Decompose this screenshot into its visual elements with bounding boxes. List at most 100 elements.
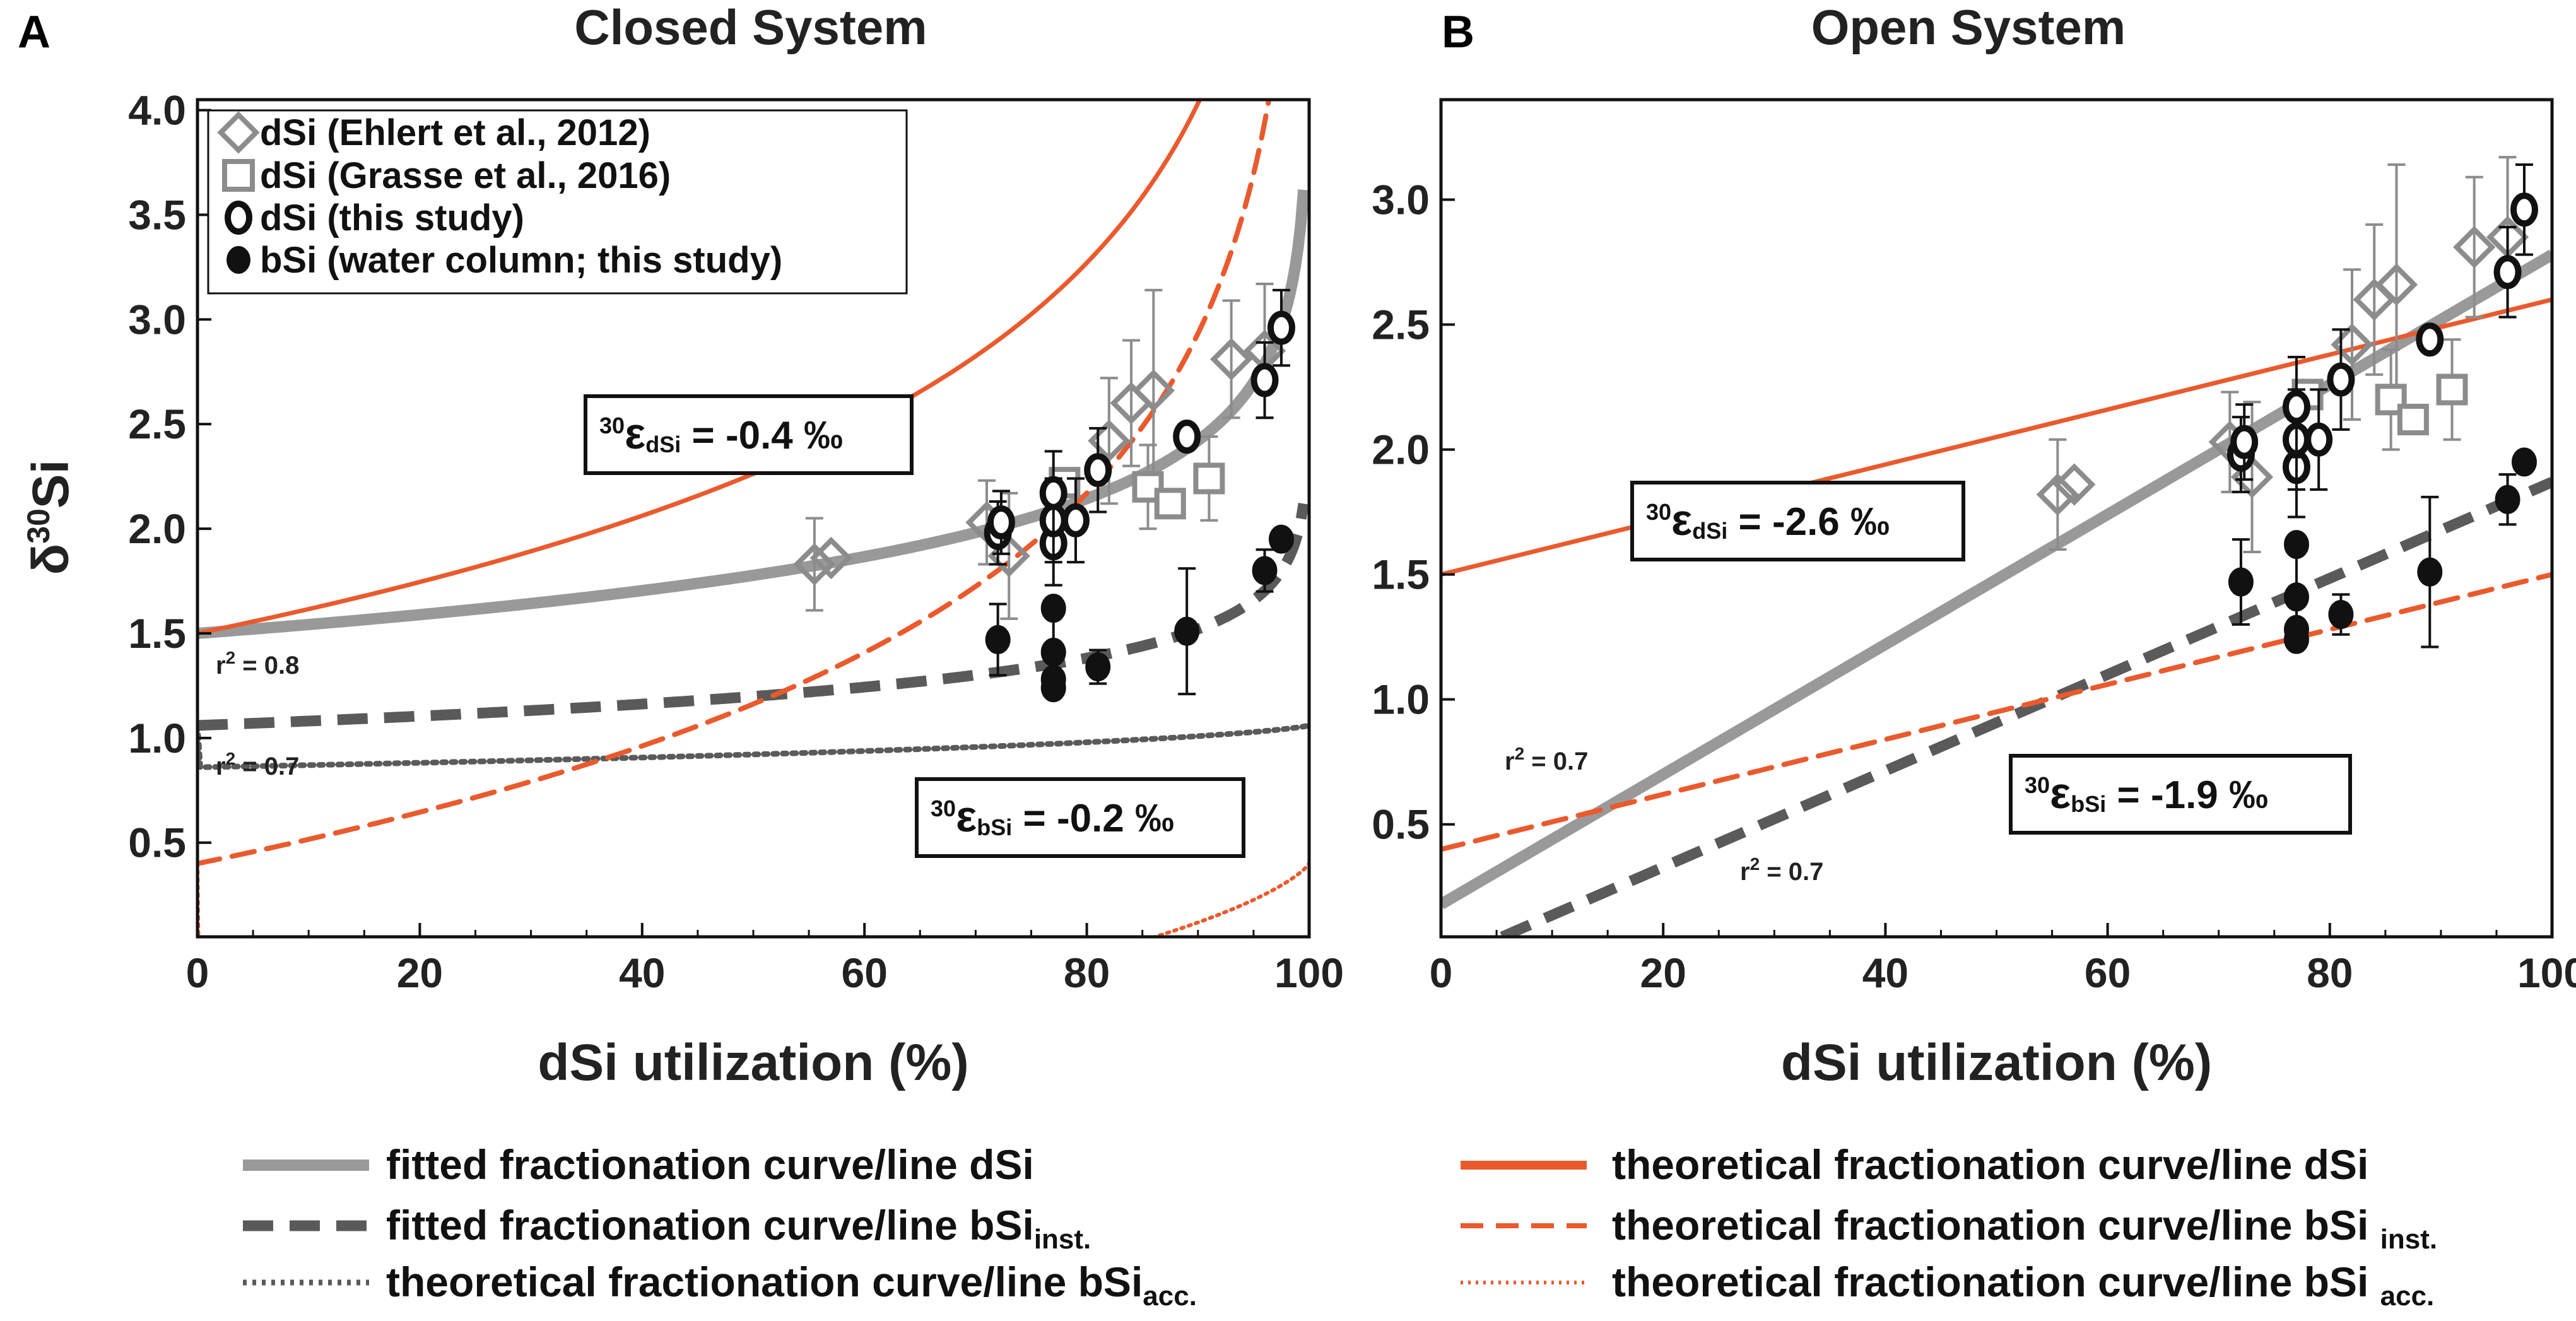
- data-point: [2416, 322, 2444, 357]
- data-point: [2453, 226, 2496, 269]
- eps-symbol: ε: [956, 792, 977, 841]
- data-point: [2283, 582, 2309, 612]
- ylabel-main: Si: [22, 460, 79, 508]
- series-open-circle: [2226, 163, 2538, 519]
- curve-gray-dot: [197, 722, 1309, 770]
- legend-box: [207, 109, 908, 295]
- curve-orange-solid: [197, 100, 1203, 636]
- r2-sup: 2: [226, 648, 236, 667]
- data-point: [2282, 390, 2310, 425]
- data-point: [1040, 637, 1066, 667]
- data-point: [1267, 310, 1295, 345]
- y-tick-label: 1.0: [1372, 676, 1430, 723]
- plot-area: [1441, 249, 2552, 937]
- eps-sup: 30: [599, 413, 625, 438]
- legend-open-circle-icon: [225, 201, 252, 235]
- r2-r: r: [1740, 858, 1750, 886]
- legend-entry-sub: acc.: [1143, 1281, 1197, 1312]
- eps-sup: 30: [1646, 499, 1671, 525]
- r2-sup: 2: [226, 749, 236, 768]
- data-point: [2053, 463, 2096, 506]
- line-orange-dash: [1441, 572, 2552, 852]
- data-point: [987, 505, 1015, 540]
- y-tick-label: 3.5: [128, 191, 186, 238]
- epsilon-annotation: 30εbSi = -0.2 ‰: [915, 777, 1245, 858]
- data-point: [1210, 338, 1253, 381]
- data-point: [2375, 263, 2418, 306]
- x-axis-label: dSi utilization (%): [1781, 1034, 2212, 1091]
- legend-label: dSi (Grasse et al., 2016): [260, 155, 671, 196]
- legend-entry-sub: inst.: [2380, 1224, 2437, 1255]
- data-point: [2036, 473, 2079, 516]
- data-point: [2511, 447, 2537, 477]
- y-tick-label: 0.5: [1372, 801, 1430, 848]
- eps-value: = -0.4 ‰: [681, 414, 843, 457]
- legend-square-icon: [222, 159, 255, 192]
- x-tick-label: 40: [619, 949, 665, 996]
- data-point: [1268, 524, 1294, 554]
- legend-entry: theoretical fractionation curve/line bSi…: [1612, 1202, 2437, 1255]
- data-point: [1085, 652, 1111, 682]
- r2-sup: 2: [1750, 854, 1760, 874]
- y-tick-label: 1.5: [1372, 551, 1430, 598]
- y-tick-label: 0.5: [128, 819, 186, 866]
- line-gray-dash: [1500, 477, 2552, 937]
- eps-sup: 30: [931, 796, 956, 821]
- curve-orange-dash: [197, 100, 1272, 866]
- data-point: [2328, 600, 2354, 630]
- y-tick-label: 3.0: [128, 296, 186, 343]
- eps-value: = -0.2 ‰: [1012, 797, 1174, 840]
- eps-symbol: ε: [2050, 768, 2071, 818]
- eps-sub: bSi: [977, 814, 1012, 840]
- eps-sub: bSi: [2071, 791, 2106, 817]
- y-tick-label: 2.5: [1372, 302, 1430, 348]
- curve-gray-solid: [197, 189, 1309, 639]
- data-point: [2495, 484, 2520, 514]
- eps-value: = -1.9 ‰: [2106, 773, 2268, 817]
- legend-entry-text: theoretical fractionation curve/line bSi: [1612, 1202, 2380, 1248]
- epsilon-box: [915, 777, 1245, 858]
- data-point: [2283, 625, 2309, 654]
- x-tick-label: 80: [2307, 949, 2353, 996]
- data-point: [1193, 462, 1225, 495]
- panel-a: A Closed System 0 20 40 60 80 100 0.5 1.0 1.5 2.0 2.…: [18, 0, 1344, 1091]
- x-tick-label: 0: [1430, 949, 1453, 996]
- y-tick-label: 2.0: [1372, 426, 1430, 473]
- data-point: [2493, 255, 2522, 290]
- data-point: [2417, 557, 2443, 587]
- epsilon-text: 30εbSi = -0.2 ‰: [931, 792, 1174, 841]
- data-point: [2305, 422, 2333, 457]
- data-point: [2397, 404, 2429, 436]
- y-axis-label: δ30Si: [21, 460, 79, 575]
- ylabel-sup: 30: [21, 508, 56, 544]
- r2-r: r: [216, 652, 226, 679]
- line-orange-solid: [1441, 297, 2552, 577]
- legend-entry-sub: inst.: [1034, 1224, 1091, 1255]
- data-point: [2436, 373, 2468, 406]
- x-tick-label: 60: [2085, 949, 2131, 996]
- epsilon-annotation: 30εdSi = -0.4 ‰: [584, 394, 914, 475]
- r2-r: r: [1505, 748, 1515, 775]
- r2-val: = 0.8: [235, 652, 299, 679]
- data-point: [2230, 425, 2259, 459]
- data-point: [2327, 362, 2355, 397]
- r2-annotation: r2 = 0.8: [216, 648, 299, 679]
- epsilon-annotation: 30εbSi = -1.9 ‰: [2009, 754, 2352, 835]
- data-point: [1252, 556, 1278, 585]
- data-point: [1250, 363, 1279, 397]
- data-point: [1154, 488, 1186, 520]
- data-point: [1039, 476, 1067, 510]
- x-tick-label: 60: [841, 949, 887, 996]
- line-gray-solid: [1441, 249, 2552, 910]
- legend-label: dSi (Ehlert et al., 2012): [260, 112, 650, 153]
- legend-label: bSi (water column; this study): [260, 240, 782, 281]
- epsilon-text: 30εdSi = -0.4 ‰: [599, 409, 843, 458]
- data-point: [2510, 192, 2538, 227]
- x-tick-label: 20: [397, 949, 443, 996]
- x-tick-label: 80: [1064, 949, 1110, 996]
- data-point: [1040, 673, 1066, 703]
- legend-entry-text: theoretical fractionation curve/line bSi: [1612, 1259, 2380, 1305]
- eps-symbol: ε: [625, 409, 645, 458]
- y-tick-label: 4.0: [128, 87, 186, 134]
